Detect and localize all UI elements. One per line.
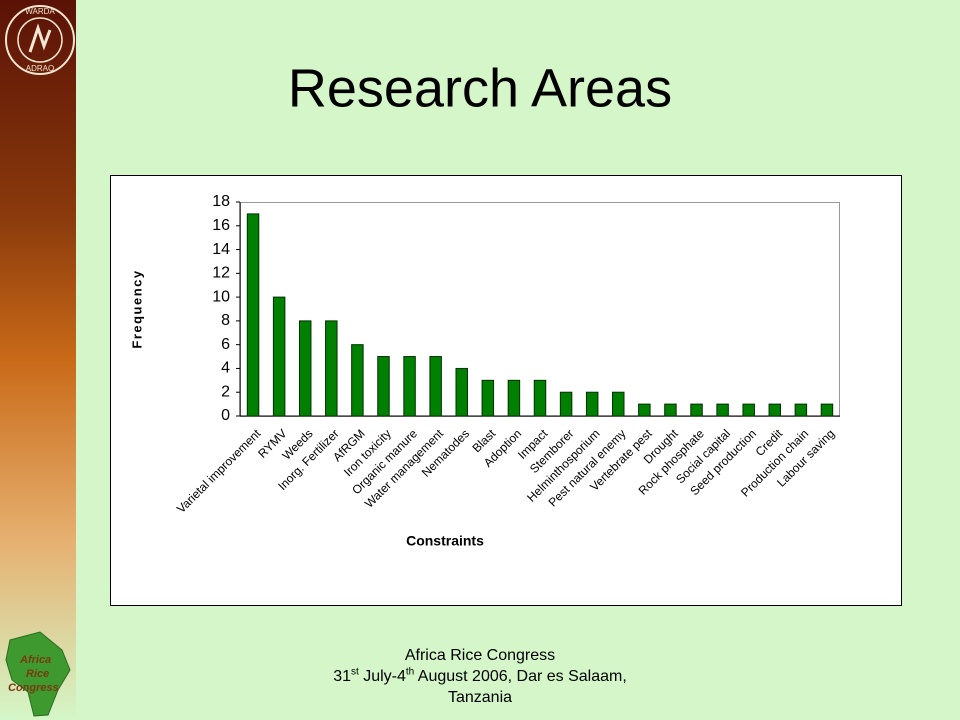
x-axis-label: Constraints (406, 533, 484, 549)
bar (429, 356, 442, 417)
bar (664, 403, 677, 417)
footer-line: Tanzania (447, 689, 513, 706)
y-tick-label: 8 (221, 312, 230, 329)
bar (612, 391, 625, 417)
bar (716, 403, 729, 417)
footer-sup: st (350, 666, 359, 678)
y-tick-label: 6 (221, 336, 230, 353)
logo-text: ADRAO (26, 64, 54, 73)
y-tick-label: 14 (212, 241, 230, 258)
bar (272, 296, 286, 417)
logo-text: Rice (26, 668, 49, 680)
y-tick-label: 0 (221, 407, 230, 424)
footer-line: 31st July-4th August 2006, Dar es Salaam… (330, 666, 630, 687)
bar (533, 379, 547, 417)
bar (481, 379, 495, 417)
warda-logo: WARDA ADRAO (5, 5, 75, 75)
bar (768, 403, 782, 417)
logo-text: Africa (19, 654, 51, 666)
footer-text: 31 (333, 668, 351, 685)
footer-line: Africa Rice Congress (404, 647, 556, 664)
bar (298, 320, 312, 417)
bar (585, 391, 599, 417)
bar (246, 213, 260, 417)
bar (507, 379, 521, 417)
logo-text: Congress (8, 682, 59, 694)
bar (794, 403, 808, 417)
bar (742, 403, 755, 417)
bar (559, 391, 573, 417)
bar (690, 403, 703, 417)
footer-text: August 2006, Dar es Salaam, (414, 668, 627, 685)
y-axis-label: Frequency (129, 269, 144, 348)
bar (325, 320, 338, 417)
logo-text: WARDA (25, 7, 55, 16)
footer: Africa Rice Congress 31st July-4th Augus… (330, 645, 630, 708)
y-tick-label: 18 (212, 193, 230, 210)
bar (638, 403, 651, 417)
y-tick-label: 12 (212, 265, 230, 282)
bar (820, 403, 834, 417)
side-stripe (0, 0, 76, 720)
y-tick-label: 10 (212, 288, 230, 305)
y-tick-label: 2 (221, 383, 230, 400)
chart-title: Research Areas (288, 58, 672, 118)
bar (351, 344, 364, 417)
bar (377, 356, 390, 417)
congress-logo: Africa Rice Congress (5, 631, 71, 717)
y-tick-label: 4 (221, 360, 230, 377)
y-tick-label: 16 (212, 217, 230, 234)
footer-text: July-4 (358, 668, 406, 685)
bar (403, 356, 416, 417)
footer-sup: th (405, 666, 415, 678)
chart-area (110, 175, 902, 606)
bar (455, 367, 468, 417)
